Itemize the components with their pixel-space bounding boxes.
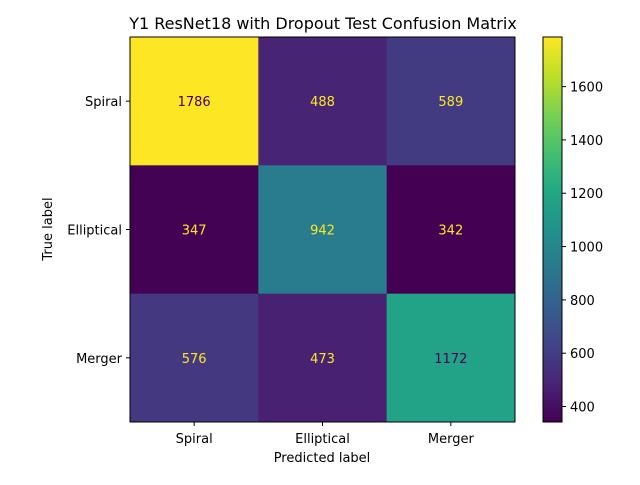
cell-value-label: 347	[182, 224, 207, 239]
colorbar-tick-label: 800	[570, 294, 595, 309]
x-axis-ticks: Spiral Elliptical Merger	[176, 422, 475, 447]
cell-value-label: 1172	[434, 352, 467, 367]
cell-value-label: 576	[182, 352, 207, 367]
heatmap-cell	[386, 165, 516, 295]
x-tick-label: Merger	[428, 432, 475, 447]
heatmap-cell	[386, 293, 516, 423]
heatmap-cell	[130, 37, 259, 166]
chart-title: Y1 ResNet18 with Dropout Test Confusion …	[128, 14, 517, 33]
y-axis-ticks: Spiral Elliptical Merger	[67, 95, 130, 367]
heatmap-cell	[130, 165, 259, 295]
heatmap-cell	[386, 37, 516, 166]
colorbar-tick-label: 1400	[570, 134, 603, 149]
heatmap-cell	[258, 293, 388, 423]
y-axis-title: True label	[41, 197, 56, 261]
colorbar	[542, 36, 563, 423]
heatmap-cell	[130, 293, 259, 423]
x-axis-title: Predicted label	[274, 451, 371, 466]
heatmap-cell	[258, 37, 388, 166]
colorbar-ticks: 400 600 800 1000 1200 1400 1600	[562, 81, 603, 416]
colorbar-tick-label: 400	[570, 401, 595, 416]
y-tick-label: Elliptical	[67, 224, 122, 239]
cell-value-label: 342	[438, 224, 463, 239]
colorbar-tick-label: 1200	[570, 187, 603, 202]
colorbar-tick-label: 1000	[570, 241, 603, 256]
colorbar-tick-label: 600	[570, 347, 595, 362]
cell-value-label: 1786	[178, 95, 211, 110]
heatmap-cell	[258, 165, 388, 295]
cell-value-label: 942	[310, 224, 335, 239]
y-tick-label: Merger	[76, 352, 123, 367]
cell-value-label: 473	[310, 352, 335, 367]
cell-value-label: 589	[438, 95, 463, 110]
colorbar-tick-label: 1600	[570, 81, 603, 96]
cell-value-labels: 1786 488 589 347 942 342 576 473 1172	[178, 95, 468, 367]
x-tick-label: Elliptical	[295, 432, 350, 447]
x-tick-label: Spiral	[176, 432, 213, 447]
cell-value-label: 488	[310, 95, 335, 110]
heatmap-cells	[130, 37, 516, 423]
y-tick-label: Spiral	[85, 95, 122, 110]
